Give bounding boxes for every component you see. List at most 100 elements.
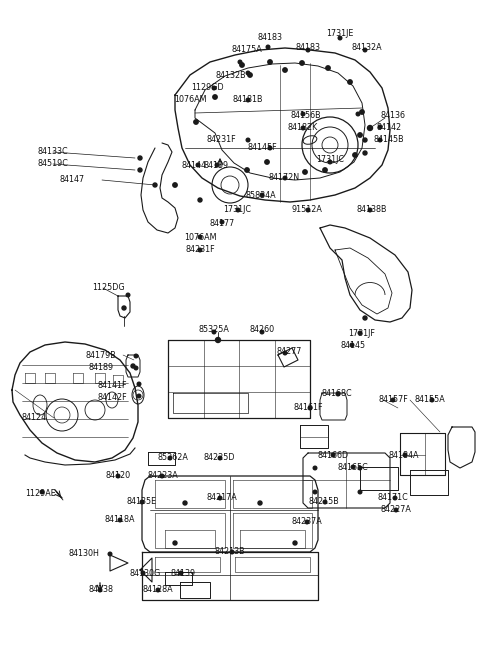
Circle shape [198, 235, 202, 239]
Circle shape [248, 73, 252, 77]
Circle shape [168, 456, 172, 460]
Circle shape [134, 354, 138, 358]
Circle shape [116, 474, 120, 477]
Circle shape [137, 383, 141, 386]
Text: 84156B: 84156B [291, 111, 321, 119]
Text: 84130H: 84130H [69, 550, 99, 559]
Text: 84142F: 84142F [97, 392, 127, 402]
Circle shape [326, 66, 330, 70]
Text: 84132B: 84132B [216, 71, 246, 79]
Circle shape [138, 168, 142, 172]
Text: 91512A: 91512A [291, 206, 323, 214]
Circle shape [246, 98, 250, 102]
Circle shape [216, 337, 220, 343]
Text: 84136: 84136 [381, 111, 406, 119]
Circle shape [122, 306, 126, 310]
Text: 84166D: 84166D [317, 451, 348, 460]
Circle shape [179, 571, 183, 575]
Text: 84189: 84189 [88, 362, 114, 371]
Text: 84215B: 84215B [309, 498, 339, 506]
Text: 84128A: 84128A [143, 586, 173, 595]
Text: 1125DG: 1125DG [92, 284, 124, 293]
Circle shape [358, 331, 362, 335]
Circle shape [137, 394, 141, 398]
Circle shape [212, 330, 216, 334]
Text: 84157F: 84157F [378, 396, 408, 405]
Circle shape [194, 120, 198, 124]
Circle shape [156, 588, 160, 592]
Text: 84183: 84183 [296, 43, 321, 52]
Text: 84145: 84145 [340, 341, 366, 350]
Text: 1076AM: 1076AM [174, 96, 206, 105]
Circle shape [306, 208, 310, 212]
Circle shape [173, 541, 177, 545]
Text: 84135E: 84135E [127, 498, 157, 506]
Circle shape [265, 160, 269, 164]
Text: 84165C: 84165C [337, 462, 368, 472]
Text: 84231F: 84231F [185, 246, 215, 255]
Circle shape [198, 248, 202, 252]
Circle shape [328, 160, 332, 164]
Circle shape [218, 496, 222, 500]
Text: 84139: 84139 [204, 160, 228, 170]
Circle shape [368, 126, 372, 130]
Text: 84138: 84138 [88, 586, 113, 595]
Circle shape [363, 48, 367, 52]
Text: 84179B: 84179B [85, 350, 116, 360]
Circle shape [236, 208, 240, 212]
Text: 84519C: 84519C [37, 160, 69, 168]
Circle shape [220, 220, 224, 224]
Circle shape [360, 110, 364, 114]
Circle shape [351, 465, 355, 469]
Text: 1731JF: 1731JF [348, 329, 375, 337]
Circle shape [230, 550, 234, 553]
Circle shape [183, 501, 187, 505]
Text: 84237A: 84237A [292, 517, 323, 527]
Circle shape [308, 406, 312, 410]
Text: 1731JE: 1731JE [326, 29, 354, 37]
Circle shape [403, 453, 407, 457]
Circle shape [363, 151, 367, 155]
Circle shape [98, 588, 102, 592]
Text: 84227A: 84227A [381, 506, 411, 514]
Text: 1076AM: 1076AM [184, 233, 216, 242]
Text: 84213B: 84213B [215, 548, 245, 557]
Text: 84217A: 84217A [206, 493, 238, 502]
Circle shape [393, 496, 397, 500]
Circle shape [141, 571, 145, 575]
Circle shape [126, 293, 130, 297]
Circle shape [118, 518, 122, 522]
Text: 84184A: 84184A [389, 451, 419, 460]
Circle shape [160, 474, 164, 477]
Circle shape [358, 133, 362, 137]
Text: 84118A: 84118A [105, 515, 135, 525]
Circle shape [313, 466, 317, 470]
Circle shape [368, 208, 372, 212]
Text: 85262A: 85262A [157, 453, 189, 462]
Circle shape [246, 138, 250, 141]
Text: 85325A: 85325A [199, 326, 229, 335]
Circle shape [293, 541, 297, 545]
Circle shape [300, 61, 304, 66]
Text: 84231F: 84231F [206, 136, 236, 145]
Circle shape [260, 330, 264, 334]
Circle shape [131, 364, 135, 368]
Circle shape [134, 366, 138, 370]
Text: 84120: 84120 [106, 472, 131, 481]
Text: 84175A: 84175A [232, 45, 263, 54]
Text: 84260: 84260 [250, 326, 275, 335]
Text: 84138B: 84138B [357, 206, 387, 214]
Circle shape [283, 68, 287, 72]
Circle shape [336, 392, 340, 396]
Text: 84277: 84277 [276, 348, 302, 356]
Circle shape [363, 138, 367, 142]
Text: 84139: 84139 [170, 569, 195, 578]
Circle shape [358, 466, 362, 470]
Text: 84171C: 84171C [378, 493, 408, 502]
Text: 84161F: 84161F [293, 403, 323, 411]
Circle shape [268, 60, 272, 64]
Circle shape [108, 552, 112, 556]
Circle shape [173, 183, 177, 187]
Circle shape [153, 183, 157, 187]
Text: 1129AE: 1129AE [25, 489, 56, 498]
